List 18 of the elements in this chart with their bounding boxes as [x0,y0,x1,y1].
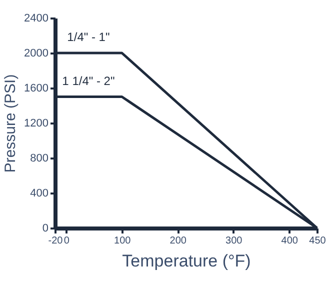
x-tick-label: 300 [226,236,243,246]
x-tick-label: 450 [309,236,326,246]
x-axis-title: Temperature (°F) [122,252,251,270]
y-tick-label: 2000 [24,48,48,60]
y-tick-label: 800 [30,152,48,164]
y-tick-label: 400 [30,188,48,200]
series-label: 1/4" - 1" [67,30,110,44]
y-tick-label: 1200 [24,118,48,130]
x-tick-label: -20 [48,236,64,246]
x-tick-label: 0 [64,236,70,246]
y-tick-label: 0 [42,222,48,234]
y-axis-title: Pressure (PSI) [2,74,20,173]
x-tick-label: 200 [170,236,187,246]
x-tick-label: 400 [281,236,298,246]
y-tick-label: 2400 [24,12,48,24]
y-tick-label: 1600 [24,82,48,94]
x-tick-label: 100 [114,236,132,246]
series-label: 1 1/4" - 2" [62,74,115,88]
